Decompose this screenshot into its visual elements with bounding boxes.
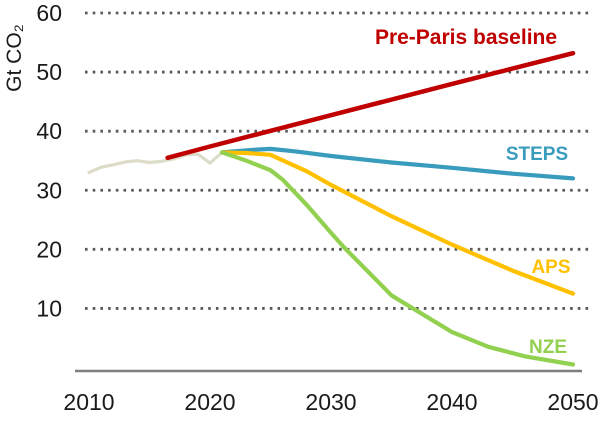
y-tick-label-40: 40 — [36, 118, 62, 144]
y-tick-label-20: 20 — [36, 236, 62, 262]
series-line-pre-paris-baseline — [165, 50, 576, 161]
series-label-pre-paris-baseline: Pre-Paris baseline — [375, 26, 557, 49]
y-tick-label-50: 50 — [36, 59, 62, 85]
series-line-historical — [87, 150, 224, 175]
series-line-aps — [220, 150, 576, 296]
x-tick-label-2020: 2020 — [184, 389, 235, 415]
x-tick-label-2010: 2010 — [63, 389, 114, 415]
y-tick-label-30: 30 — [36, 177, 62, 203]
series-label-aps: APS — [531, 257, 570, 278]
series-line-steps — [220, 146, 576, 181]
y-axis-title: Gt CO₂ — [3, 24, 26, 92]
y-tick-label-10: 10 — [36, 295, 62, 321]
series-label-steps: STEPS — [506, 144, 568, 165]
x-tick-label-2030: 2030 — [305, 389, 356, 415]
series-label-nze: NZE — [529, 337, 567, 358]
x-tick-label-2040: 2040 — [426, 389, 477, 415]
x-tick-label-2050: 2050 — [547, 389, 598, 415]
series-line-nze — [220, 150, 576, 367]
y-tick-label-60: 60 — [36, 0, 62, 26]
